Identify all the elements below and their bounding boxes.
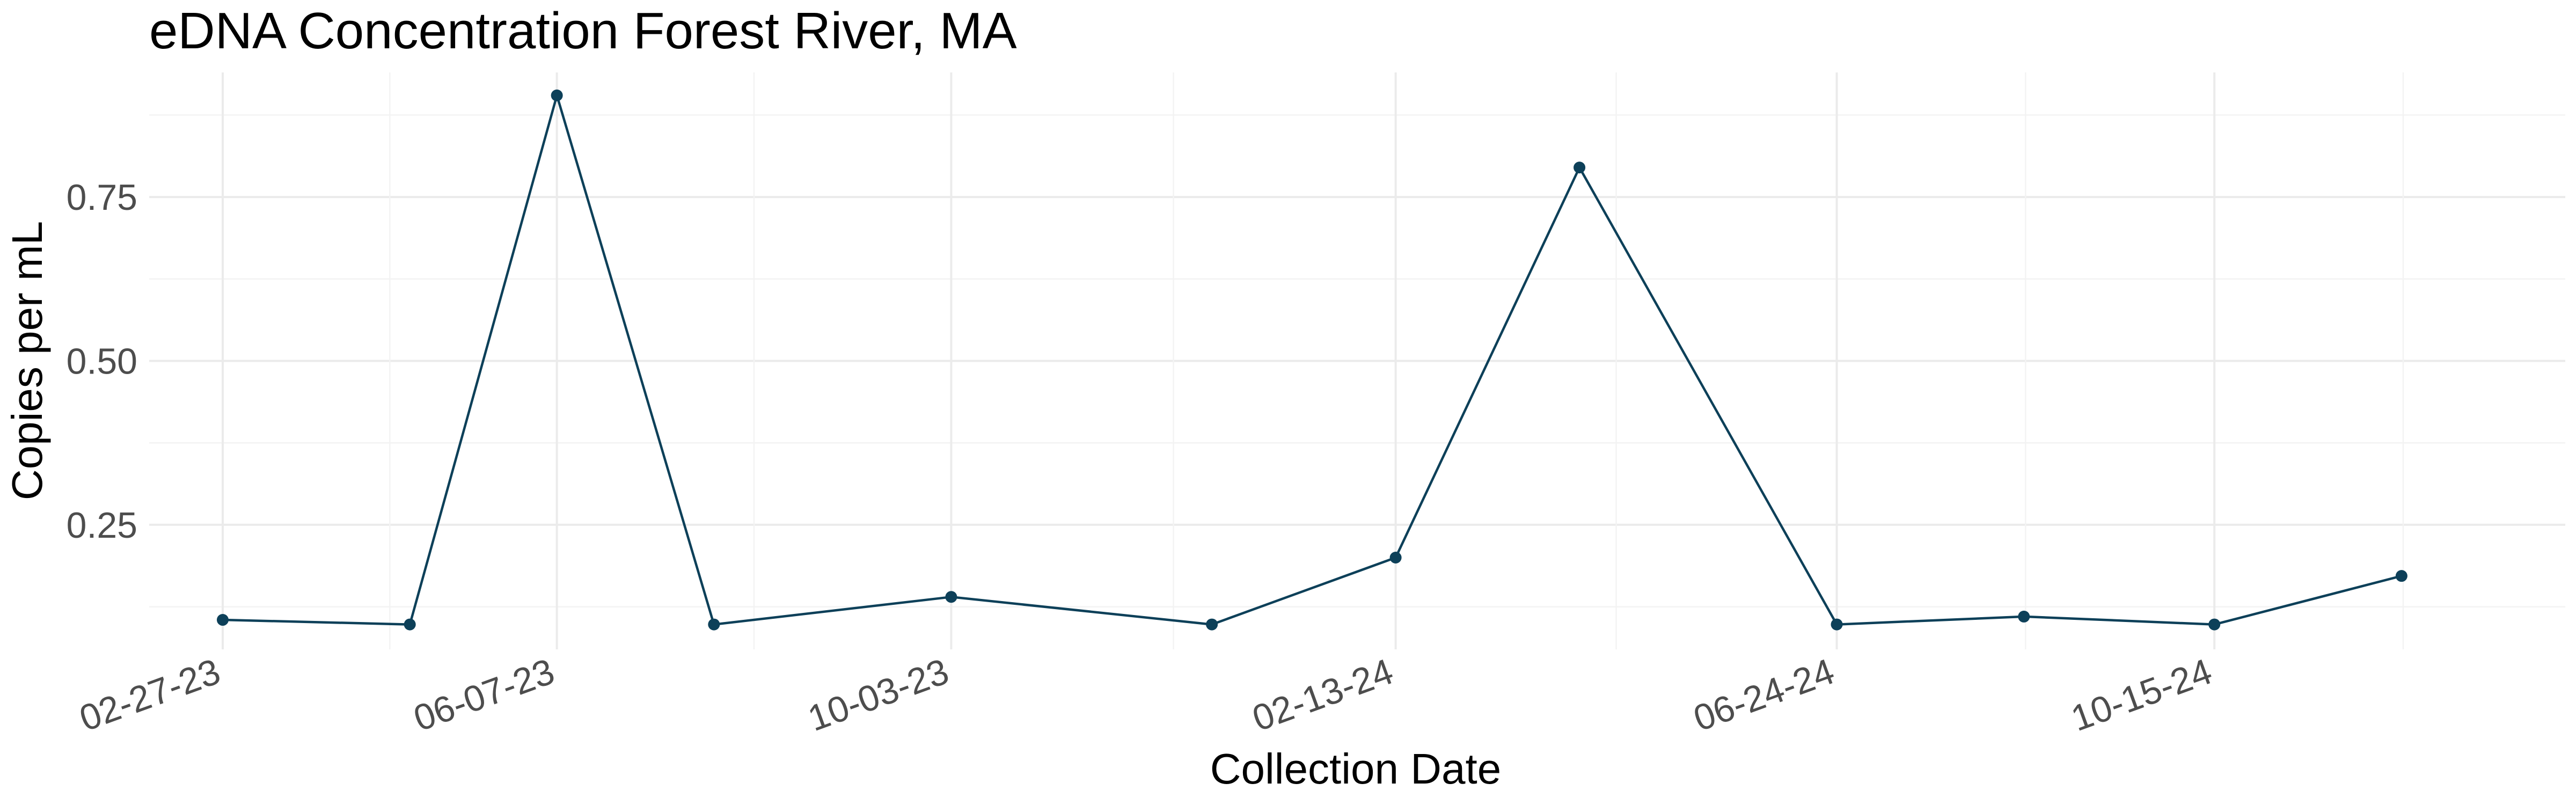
data-point [1206,618,1218,631]
grid [149,72,2565,649]
data-points [216,89,2407,631]
data-point [1831,618,1843,631]
data-point [708,618,720,631]
chart-title: eDNA Concentration Forest River, MA [149,2,1017,60]
y-tick-label: 0.75 [67,177,137,218]
y-tick-label: 0.25 [67,505,137,546]
data-point [1389,551,1402,564]
x-tick-label: 06-07-23 [408,651,560,740]
data-point [551,89,563,101]
data-point [216,614,229,626]
y-tick-label: 0.50 [67,341,137,382]
data-point [1574,162,1586,174]
y-axis-title: Copies per mL [3,221,51,500]
data-point [2395,570,2407,582]
data-point [2208,618,2221,631]
x-axis-ticks: 02-27-23 06-07-23 10-03-23 02-13-24 06-24-24… [74,651,2217,740]
x-tick-label: 02-13-24 [1247,651,1399,740]
series-line [222,94,2402,626]
x-tick-label: 06-24-24 [1688,651,1840,740]
data-point [2018,610,2030,623]
y-axis-ticks: 0.25 0.50 0.75 [67,177,137,546]
x-tick-label: 10-15-24 [2066,651,2218,740]
x-axis-title: Collection Date [1210,745,1502,793]
x-tick-label: 02-27-23 [74,651,225,740]
data-point [945,591,957,603]
x-tick-label: 10-03-23 [803,651,954,740]
data-point [404,618,416,631]
